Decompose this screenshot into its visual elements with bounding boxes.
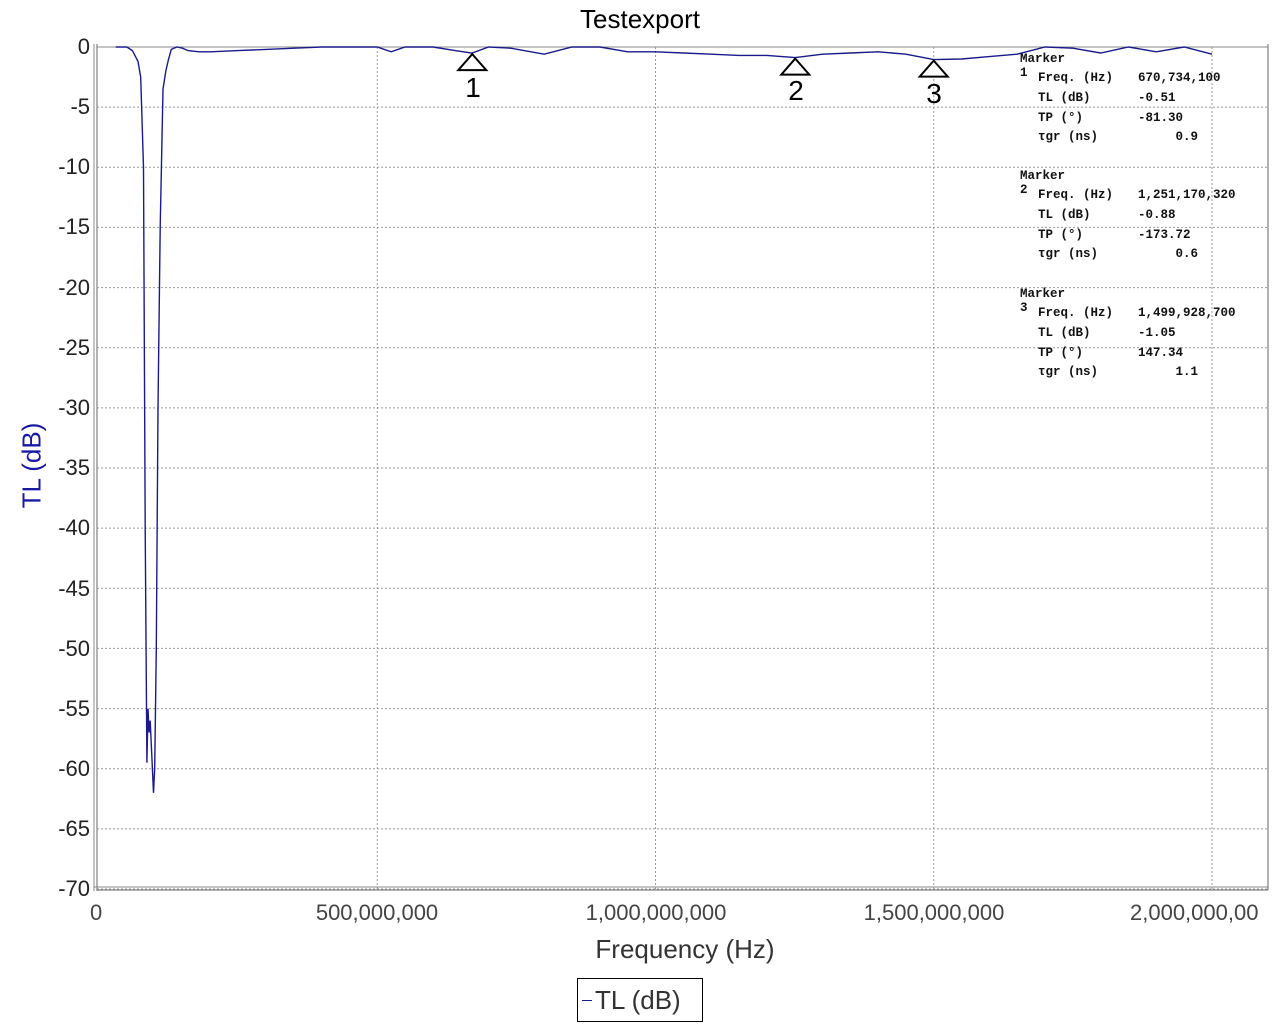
x-tick: 1,000,000,000	[585, 900, 727, 925]
marker-row-value: 670,734,100	[1138, 71, 1221, 85]
marker-row-label: TP (°)	[1038, 228, 1084, 242]
marker-triangles	[456, 52, 950, 78]
y-tick: -15	[58, 214, 90, 239]
marker-3-title: Marker 3	[1020, 287, 1066, 315]
y-tick: -65	[58, 816, 90, 841]
y-tick: -40	[58, 515, 90, 540]
tl-series-line	[115, 46, 1213, 793]
marker-2-label[interactable]: 2	[788, 75, 804, 106]
marker-row-label: TL (dB)	[1038, 326, 1091, 340]
y-tick: -55	[58, 696, 90, 721]
marker-row-value: -173.72	[1138, 228, 1191, 242]
marker-row-label: τgr (ns)	[1038, 247, 1099, 261]
marker-row-value: 0.9	[1138, 130, 1199, 144]
marker-2-title: Marker 2	[1020, 169, 1066, 197]
chart-title: Testexport	[580, 4, 700, 34]
x-tick: 1,500,000,000	[863, 900, 1005, 925]
y-tick: -30	[58, 395, 90, 420]
marker-row-label: TL (dB)	[1038, 91, 1091, 105]
marker-row-label: τgr (ns)	[1038, 130, 1099, 144]
marker-row-label: TL (dB)	[1038, 208, 1091, 222]
y-tick: -5	[70, 94, 90, 119]
marker-row-label: Freq. (Hz)	[1038, 188, 1114, 202]
marker-row-label: τgr (ns)	[1038, 365, 1099, 379]
legend[interactable]: TL (dB)	[577, 978, 703, 1022]
marker-1-title: Marker 1	[1020, 52, 1066, 80]
marker-row-label: TP (°)	[1038, 346, 1084, 360]
marker-row-value: -0.88	[1138, 208, 1176, 222]
marker-row-value: -0.51	[1138, 91, 1176, 105]
y-tick: 0	[77, 34, 90, 59]
marker-row-label: TP (°)	[1038, 111, 1084, 125]
marker-row-value: 1,251,170,320	[1138, 188, 1236, 202]
marker-row-value: 0.6	[1138, 247, 1199, 261]
legend-line-swatch-icon	[582, 999, 592, 1001]
y-tick: -45	[58, 576, 90, 601]
y-tick: -10	[58, 154, 90, 179]
x-tick: 0	[90, 900, 103, 925]
marker-row-value: 1.1	[1138, 365, 1199, 379]
x-axis-label: Frequency (Hz)	[595, 934, 775, 964]
y-tick: -50	[58, 636, 90, 661]
marker-row-value: 1,499,928,700	[1138, 306, 1236, 320]
y-tick: -20	[58, 275, 90, 300]
y-tick: -25	[58, 335, 90, 360]
marker-row-value: -1.05	[1138, 326, 1176, 340]
legend-label: TL (dB)	[595, 984, 681, 1015]
marker-row-label: Freq. (Hz)	[1038, 71, 1114, 85]
grid-lines	[97, 47, 1268, 890]
x-tick: 2,000,000,00	[1130, 900, 1259, 925]
marker-row-value: -81.30	[1138, 111, 1184, 125]
y-tick: -70	[58, 876, 90, 901]
x-tick: 500,000,000	[315, 900, 439, 925]
marker-3-label[interactable]: 3	[926, 78, 942, 109]
marker-1-label[interactable]: 1	[465, 72, 481, 103]
marker-row-value: 147.34	[1138, 346, 1184, 360]
axes-frame	[93, 44, 1269, 891]
y-tick: -60	[58, 756, 90, 781]
marker-row-label: Freq. (Hz)	[1038, 306, 1114, 320]
y-tick: -35	[58, 455, 90, 480]
